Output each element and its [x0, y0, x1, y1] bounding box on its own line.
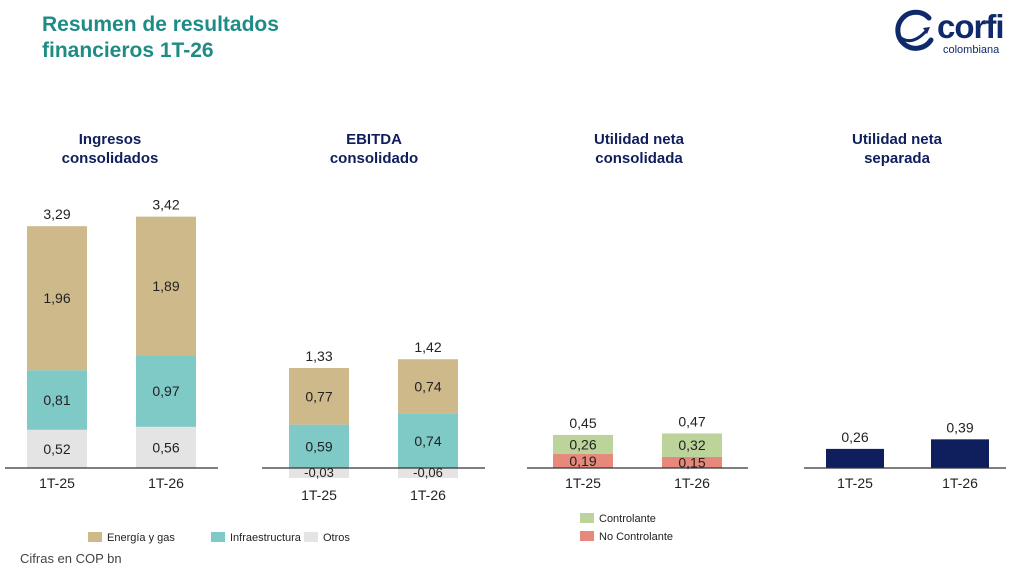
chart-3-bar-controlante-1T-25 — [553, 434, 613, 455]
chart-2-bar-otros-1T-25 — [289, 468, 349, 478]
chart-2-data-label: 0,74 — [414, 433, 441, 449]
chart-3-total-label: 0,47 — [678, 413, 705, 429]
chart-2-bar-otros-1T-26 — [398, 468, 458, 478]
chart-3-x-tick: 1T-25 — [565, 475, 601, 491]
chart-1-bar-energía-y-gas-1T-25 — [27, 226, 87, 371]
chart-3-total-label: 0,45 — [569, 415, 596, 431]
chart-4-bar-value-1T-25 — [826, 448, 884, 468]
chart-2-title-line-1: EBITDA — [346, 131, 402, 148]
chart-1-x-tick: 1T-26 — [148, 475, 184, 491]
chart-3-x-tick: 1T-26 — [674, 475, 710, 491]
logo-wordmark: corfi — [937, 8, 1005, 45]
chart-3-title-line-1: Utilidad neta — [594, 131, 685, 148]
chart-2-x-tick: 1T-25 — [301, 487, 337, 503]
chart-4-bar-value-1T-26 — [931, 439, 989, 468]
page-title-line-1: Resumen de resultados — [42, 13, 279, 36]
chart-1-bar-infraestructura-1T-25 — [27, 370, 87, 430]
legend-label: Energía y gas — [107, 532, 175, 544]
chart-4-title-line-2: separada — [864, 150, 931, 167]
chart-1-data-label: 1,96 — [43, 290, 70, 306]
chart-1-x-tick: 1T-25 — [39, 475, 75, 491]
chart-2-data-label: -0,06 — [413, 465, 443, 480]
chart-2-data-label: -0,03 — [304, 465, 334, 480]
chart-1-bar-otros-1T-25 — [27, 429, 87, 468]
chart-2-x-tick: 1T-26 — [410, 487, 446, 503]
chart-4-data-label: 0,39 — [946, 419, 973, 435]
chart-3-bar-no-controlante-1T-25 — [553, 454, 613, 468]
legend-label: Infraestructura — [230, 532, 302, 544]
chart-4-data-label: 0,26 — [841, 429, 868, 445]
chart-1-data-label: 0,56 — [152, 439, 179, 455]
chart-2-bar-energía-y-gas-1T-25 — [289, 368, 349, 425]
corfi-logo: corfi colombiana — [893, 8, 1019, 60]
chart-3-bar-controlante-1T-26 — [662, 433, 722, 457]
logo-subtext: colombiana — [943, 44, 1000, 56]
chart-3-data-label: 0,32 — [678, 437, 705, 453]
chart-2-bar-infraestructura-1T-26 — [398, 413, 458, 468]
chart-2-data-label: 0,77 — [305, 388, 332, 404]
chart-4-x-tick: 1T-25 — [837, 475, 873, 491]
chart-1-data-label: 1,89 — [152, 278, 179, 294]
chart-1-data-label: 0,97 — [152, 383, 179, 399]
legend-swatch-controlante — [580, 513, 594, 523]
chart-2-total-label: 1,33 — [305, 348, 332, 364]
legend-label: Controlante — [599, 513, 656, 525]
chart-2-bar-energía-y-gas-1T-26 — [398, 359, 458, 414]
chart-3-bar-no-controlante-1T-26 — [662, 456, 722, 468]
legend-swatch-no-controlante — [580, 531, 594, 541]
legend-swatch-energía-y-gas — [88, 532, 102, 542]
chart-2-bar-infraestructura-1T-25 — [289, 424, 349, 468]
legend-label: Otros — [323, 532, 350, 544]
chart-1-total-label: 3,42 — [152, 197, 179, 213]
legend-swatch-otros — [304, 532, 318, 542]
chart-1-data-label: 0,81 — [43, 392, 70, 408]
chart-1-title-line-2: consolidados — [62, 150, 159, 167]
chart-2-title-line-2: consolidado — [330, 150, 418, 167]
legend-label: No Controlante — [599, 531, 673, 543]
legend-swatch-infraestructura — [211, 532, 225, 542]
footnote: Cifras en COP bn — [20, 551, 122, 566]
page-title: Resumen de resultados financieros 1T-26 — [42, 12, 279, 64]
chart-3-data-label: 0,26 — [569, 436, 596, 452]
chart-1-bar-energía-y-gas-1T-26 — [136, 216, 196, 356]
chart-1-data-label: 0,52 — [43, 441, 70, 457]
chart-4-x-tick: 1T-26 — [942, 475, 978, 491]
chart-1-total-label: 3,29 — [43, 206, 70, 222]
chart-3-title-line-2: consolidada — [595, 150, 683, 167]
chart-2-data-label: 0,74 — [414, 378, 441, 394]
chart-2-data-label: 0,59 — [305, 438, 332, 454]
chart-2-total-label: 1,42 — [414, 339, 441, 355]
chart-3-data-label: 0,15 — [678, 454, 705, 470]
page-title-line-2: financieros 1T-26 — [42, 39, 214, 62]
chart-1-bar-infraestructura-1T-26 — [136, 355, 196, 427]
chart-3-data-label: 0,19 — [569, 453, 596, 469]
chart-1-bar-otros-1T-26 — [136, 426, 196, 468]
chart-4-title-line-1: Utilidad neta — [852, 131, 943, 148]
chart-1-title-line-1: Ingresos — [79, 131, 142, 148]
corfi-logo-mark — [895, 9, 934, 51]
